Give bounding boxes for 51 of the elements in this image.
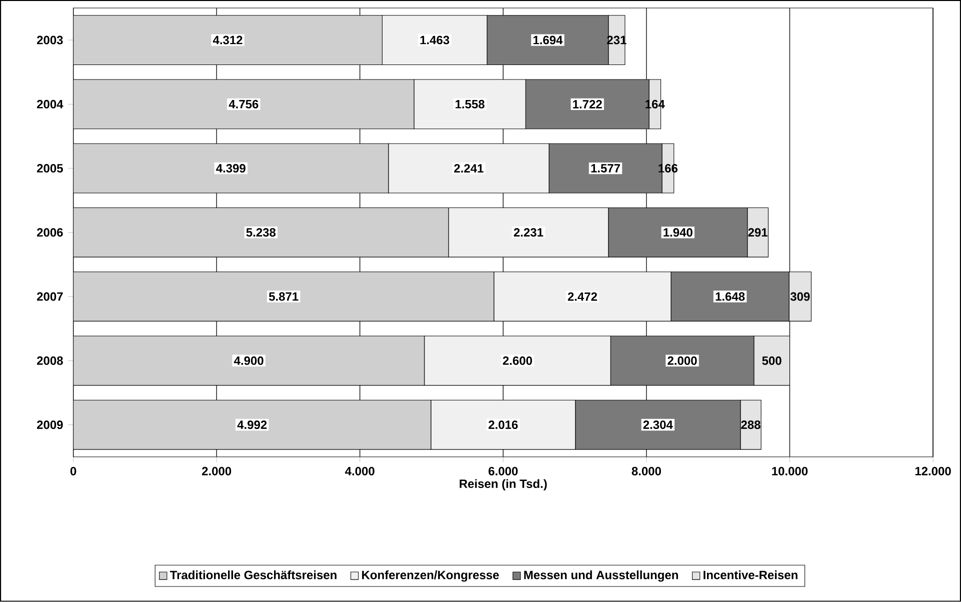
data-label: 1.648 [716, 292, 745, 301]
y-tick-label: 2004 [37, 100, 64, 109]
legend-label: Incentive-Reisen [704, 570, 798, 580]
data-label: 2.600 [502, 356, 532, 366]
x-tick-label: 12.000 [915, 466, 951, 476]
bar [73, 336, 425, 386]
data-label: 2.304 [643, 420, 673, 430]
y-tick-label: 2005 [37, 164, 63, 173]
y-tick-label: 2009 [37, 420, 63, 430]
data-label: 2.472 [568, 292, 597, 301]
y-tick-label: 2003 [37, 36, 63, 44]
x-tick-label: 6.000 [488, 466, 518, 476]
data-label: 2.241 [454, 164, 484, 173]
x-tick-label: 10.000 [772, 466, 808, 476]
bar [73, 143, 389, 194]
data-label: 1.722 [573, 100, 602, 108]
data-label: 1.940 [664, 228, 692, 237]
data-label: 1.694 [533, 36, 563, 44]
data-label: 4.399 [216, 164, 246, 173]
data-label: 2.231 [514, 228, 544, 237]
data-label: 1.577 [591, 164, 620, 173]
data-label: 4.992 [237, 420, 267, 430]
y-tick-label: 2008 [37, 356, 63, 366]
data-label: 4.312 [212, 36, 242, 44]
legend-label: Konferenzen/Kongresse [362, 570, 499, 582]
data-label: 2.000 [668, 356, 697, 366]
data-label: 500 [762, 356, 782, 366]
data-label: 309 [790, 292, 810, 301]
legend-label: Traditionelle Geschäftsreisen [170, 570, 336, 580]
data-label: 4.900 [234, 356, 264, 366]
bar [73, 400, 432, 450]
data-label: 291 [748, 228, 768, 237]
x-tick-label: 2.000 [202, 466, 232, 476]
data-label: 5.238 [246, 228, 276, 237]
bar [73, 15, 382, 66]
x-axis-title: Reisen (in Tsd.) [460, 479, 547, 490]
legend-label: Messen und Ausstellungen [524, 570, 678, 582]
data-label: 288 [741, 420, 760, 430]
bar [73, 79, 414, 130]
x-tick-label: 4.000 [345, 466, 374, 476]
bar [73, 208, 449, 258]
x-tick-label: 0 [70, 466, 76, 476]
data-label: 1.463 [420, 36, 450, 44]
data-label: 1.558 [456, 100, 484, 109]
data-label: 5.871 [268, 292, 298, 301]
bar [73, 272, 494, 322]
y-tick-label: 2006 [37, 228, 63, 237]
x-tick-label: 8.000 [632, 466, 661, 476]
data-label: 4.756 [228, 100, 258, 109]
data-label: 2.016 [488, 420, 518, 430]
y-tick-label: 2007 [37, 292, 63, 301]
